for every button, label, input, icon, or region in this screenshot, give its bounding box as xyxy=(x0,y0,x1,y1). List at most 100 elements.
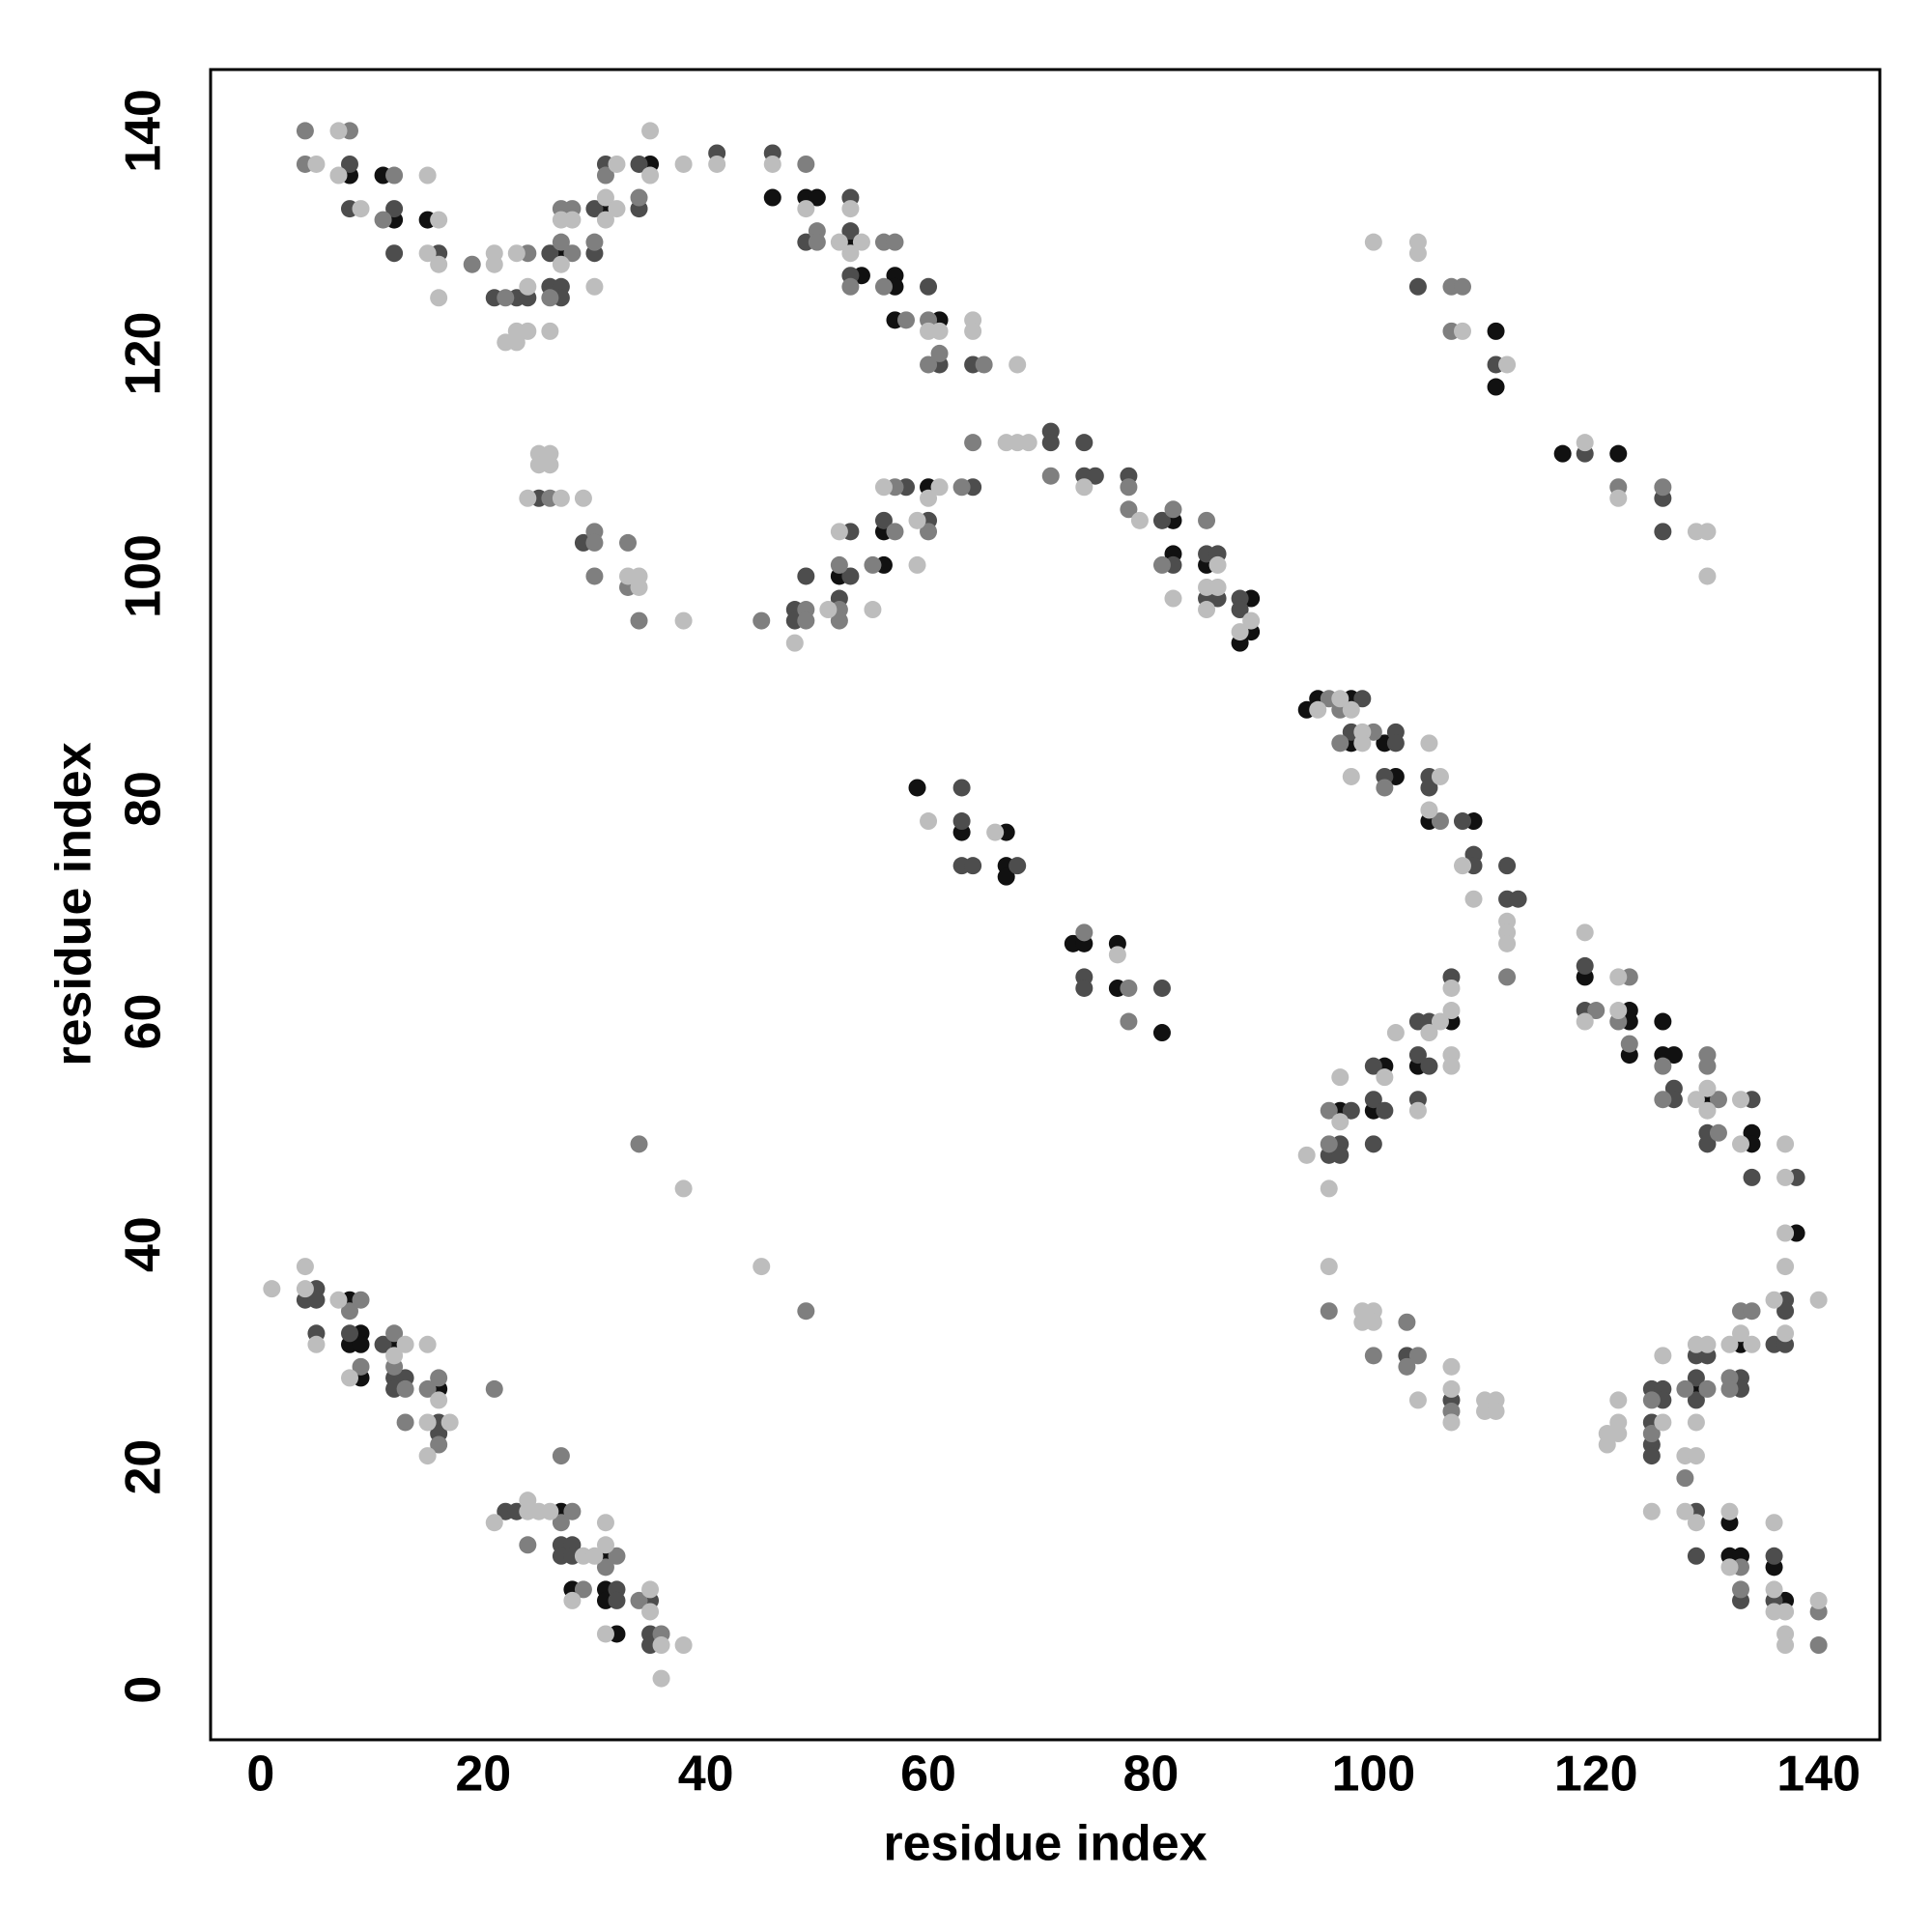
contact-point xyxy=(352,1291,370,1309)
contact-point xyxy=(1320,1258,1338,1276)
contact-point xyxy=(841,222,860,241)
contact-point xyxy=(1019,434,1037,452)
contact-point xyxy=(430,1391,448,1409)
contact-point xyxy=(1408,244,1427,263)
contact-point xyxy=(463,255,481,273)
contact-point xyxy=(1743,1302,1761,1321)
contact-point xyxy=(1376,1068,1394,1087)
contact-point xyxy=(396,1413,414,1432)
contact-point xyxy=(1120,478,1138,497)
contact-point xyxy=(1454,277,1471,296)
contact-point xyxy=(808,188,826,207)
contact-point xyxy=(930,344,949,362)
contact-point xyxy=(1687,1369,1705,1387)
contact-point xyxy=(674,1636,693,1655)
contact-point xyxy=(341,1324,358,1343)
contact-point xyxy=(1320,1101,1338,1120)
contact-point xyxy=(852,233,870,251)
contact-point xyxy=(1698,1101,1717,1120)
contact-point xyxy=(1398,1313,1416,1331)
contact-point xyxy=(1676,1502,1694,1520)
contact-point xyxy=(430,211,448,229)
contact-point xyxy=(1487,322,1505,340)
contact-point xyxy=(1364,1057,1382,1075)
contact-point xyxy=(897,311,915,329)
contact-point xyxy=(497,289,515,307)
contact-point xyxy=(1442,1057,1461,1075)
contact-point xyxy=(541,322,559,340)
contact-point xyxy=(574,489,592,507)
contact-point xyxy=(1041,467,1060,485)
contact-point xyxy=(1353,690,1372,708)
contact-point xyxy=(440,1413,459,1432)
contact-point xyxy=(797,200,815,218)
contact-point xyxy=(329,122,348,140)
contact-point xyxy=(886,523,904,541)
contact-point xyxy=(1442,979,1461,997)
contact-point xyxy=(1743,1335,1761,1353)
contact-point xyxy=(952,478,971,497)
contact-point xyxy=(964,322,982,340)
contact-point xyxy=(1442,1002,1461,1020)
contact-point xyxy=(307,1291,326,1309)
contact-point xyxy=(1687,1547,1705,1565)
contact-point xyxy=(1331,734,1350,753)
x-tick-label: 60 xyxy=(900,1747,956,1803)
contact-point xyxy=(552,255,570,273)
contact-point xyxy=(485,1514,503,1532)
contact-point xyxy=(541,289,559,307)
contact-point xyxy=(1420,801,1438,819)
contact-point xyxy=(1231,623,1249,641)
contact-point xyxy=(952,779,971,797)
contact-point xyxy=(674,1179,693,1198)
contact-point xyxy=(1408,277,1427,296)
contact-point xyxy=(1152,1024,1171,1042)
plot-frame xyxy=(209,68,1882,1742)
contact-point xyxy=(1386,734,1405,753)
y-tick-label: 80 xyxy=(116,771,172,827)
contact-point xyxy=(1152,555,1171,574)
y-tick-label: 60 xyxy=(116,994,172,1050)
contact-point xyxy=(418,1447,437,1465)
contact-point xyxy=(1386,1024,1405,1042)
contact-point xyxy=(1776,1135,1795,1153)
contact-point xyxy=(1654,1012,1672,1031)
contact-point xyxy=(585,533,604,552)
x-tick-label: 80 xyxy=(1123,1747,1179,1803)
contact-point xyxy=(430,1369,448,1387)
contact-point xyxy=(1408,1347,1427,1365)
contact-point xyxy=(418,1335,437,1353)
contact-point xyxy=(641,1603,660,1621)
contact-point xyxy=(997,867,1015,886)
contact-point xyxy=(1130,511,1149,529)
contact-point xyxy=(608,1547,626,1565)
x-tick-label: 120 xyxy=(1554,1747,1638,1803)
contact-point xyxy=(1698,1379,1717,1398)
contact-point xyxy=(1776,1224,1795,1242)
contact-point xyxy=(874,277,893,296)
contact-point xyxy=(1320,1179,1338,1198)
contact-point xyxy=(552,1514,570,1532)
contact-point xyxy=(1086,467,1104,485)
contact-point xyxy=(596,1625,614,1643)
contact-point xyxy=(1198,601,1216,619)
contact-point xyxy=(1654,523,1672,541)
contact-point xyxy=(329,1291,348,1309)
contact-point xyxy=(1208,578,1227,596)
contact-point xyxy=(1041,434,1060,452)
contact-point xyxy=(1732,1135,1749,1153)
contact-point xyxy=(1420,1024,1438,1042)
contact-point xyxy=(1642,1425,1661,1443)
contact-point xyxy=(585,277,604,296)
contact-point xyxy=(1152,979,1171,997)
contact-point xyxy=(1765,1547,1783,1565)
contact-point xyxy=(418,244,437,263)
contact-point xyxy=(1743,1168,1761,1186)
contact-point xyxy=(797,567,815,585)
contact-point xyxy=(1454,857,1471,875)
contact-point xyxy=(1576,956,1594,975)
contact-point xyxy=(596,211,614,229)
contact-point xyxy=(307,1335,326,1353)
contact-point xyxy=(1642,1502,1661,1520)
contact-point xyxy=(1164,589,1182,608)
